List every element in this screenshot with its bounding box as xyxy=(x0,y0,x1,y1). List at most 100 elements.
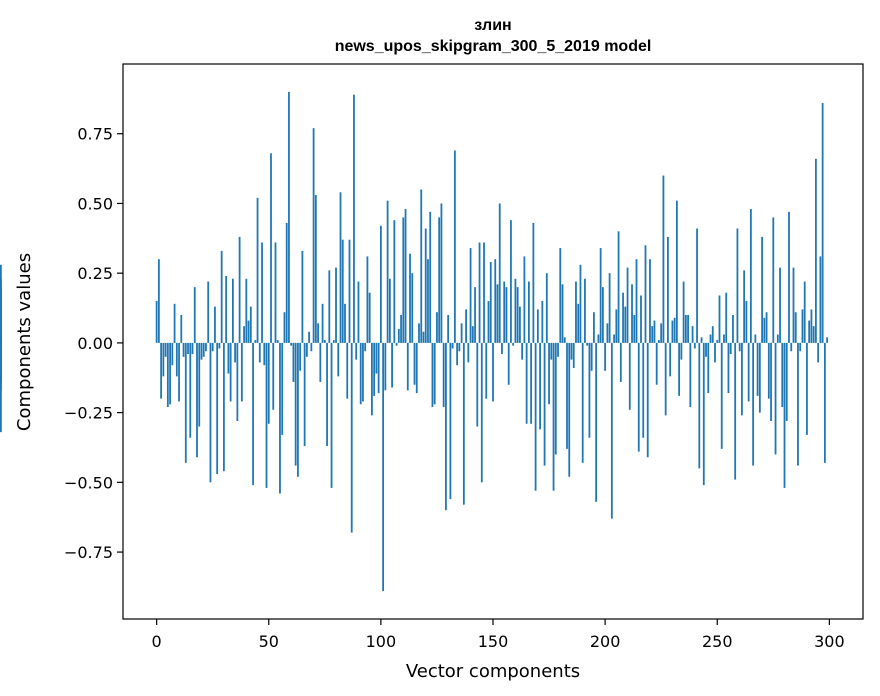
bar-109 xyxy=(400,315,402,343)
bar-256 xyxy=(729,342,732,355)
bar-272 xyxy=(765,312,768,343)
bar-104 xyxy=(388,278,391,343)
bar-126 xyxy=(438,217,441,343)
bar-130 xyxy=(447,315,450,343)
bar-121 xyxy=(427,259,429,343)
bar-148 xyxy=(487,301,490,343)
bar-289 xyxy=(803,281,806,343)
bar-68 xyxy=(308,331,311,343)
bar-293 xyxy=(812,326,815,343)
bar-146 xyxy=(483,242,485,343)
bar-159 xyxy=(512,342,515,346)
bar-77 xyxy=(328,270,331,343)
bar-47 xyxy=(261,242,263,343)
bar-274 xyxy=(770,342,772,421)
bar-244 xyxy=(702,342,705,486)
bar-48 xyxy=(263,342,266,366)
bar-164 xyxy=(523,256,526,343)
bar-22 xyxy=(205,342,207,352)
bar-90 xyxy=(357,281,360,343)
bar-43 xyxy=(252,342,254,486)
bar-143 xyxy=(476,342,479,427)
bar-160 xyxy=(514,278,517,343)
y-tick-label-1: −0.50 xyxy=(64,473,113,492)
bar-195 xyxy=(593,312,595,343)
bar-292 xyxy=(810,309,813,343)
bar-96 xyxy=(371,342,373,416)
bar-44 xyxy=(254,340,257,343)
bar-140 xyxy=(469,248,472,343)
bar-78 xyxy=(330,342,333,488)
bar-257 xyxy=(732,315,734,343)
bar-229 xyxy=(669,342,672,377)
x-tick-label-300: 300 xyxy=(814,632,845,651)
x-tick-label-200: 200 xyxy=(590,632,621,651)
bar-252 xyxy=(720,342,723,449)
bar-127 xyxy=(440,203,443,343)
bar-233 xyxy=(678,342,681,396)
bar-134 xyxy=(456,342,459,366)
bar-156 xyxy=(505,287,508,343)
bar-135 xyxy=(458,342,461,352)
bar-183 xyxy=(566,342,568,449)
bar-87 xyxy=(350,342,353,533)
bar-222 xyxy=(653,320,656,343)
bar-246 xyxy=(707,342,710,394)
bar-208 xyxy=(622,292,624,343)
bar-184 xyxy=(568,342,571,477)
bar-193 xyxy=(588,342,591,438)
bar-1 xyxy=(157,259,160,343)
bar-65 xyxy=(301,250,304,343)
bar-235 xyxy=(682,281,685,343)
bar-297 xyxy=(821,103,824,343)
bar-242 xyxy=(698,342,701,469)
bar-254 xyxy=(725,292,728,343)
bar-37 xyxy=(238,236,241,343)
bar-237 xyxy=(687,315,689,343)
bar-118 xyxy=(420,189,423,343)
bar-295 xyxy=(817,342,820,363)
bar-100 xyxy=(379,225,382,343)
bar-214 xyxy=(635,259,638,343)
bar-180 xyxy=(559,248,562,343)
bar-278 xyxy=(779,267,781,343)
bar-299 xyxy=(826,337,829,343)
bar-51 xyxy=(270,153,272,343)
plot-frame xyxy=(122,63,864,620)
bar-101 xyxy=(382,342,385,592)
bar-201 xyxy=(606,323,609,343)
bar-225 xyxy=(660,323,663,343)
bar-185 xyxy=(570,342,573,360)
bar-14 xyxy=(187,342,189,355)
bar-107 xyxy=(395,342,398,346)
y-tick-label-3: 0.00 xyxy=(77,334,113,353)
bar-34 xyxy=(231,278,234,343)
bar-176 xyxy=(550,342,553,360)
bar-263 xyxy=(745,301,748,343)
bar-63 xyxy=(297,342,299,477)
bar-267 xyxy=(754,334,757,343)
y-tick-label-2: −0.25 xyxy=(64,404,113,423)
bar-15 xyxy=(189,342,192,438)
bar-194 xyxy=(590,342,593,371)
bar-271 xyxy=(763,317,766,343)
bar-149 xyxy=(489,262,492,343)
bar-119 xyxy=(422,331,425,343)
bar-226 xyxy=(662,175,665,343)
bar-11 xyxy=(180,315,183,343)
bar-166 xyxy=(527,281,530,343)
bar-129 xyxy=(445,342,447,511)
bar-152 xyxy=(496,284,499,343)
bar-19 xyxy=(198,342,201,427)
bar-163 xyxy=(521,342,524,360)
bar-221 xyxy=(651,326,654,343)
bar-86 xyxy=(348,239,351,343)
bar-12 xyxy=(182,342,185,357)
bar-258 xyxy=(734,342,737,480)
bar-105 xyxy=(391,342,393,388)
bar-145 xyxy=(480,342,483,483)
bar-35 xyxy=(234,342,237,363)
bar-60 xyxy=(290,342,293,346)
bar-0 xyxy=(155,301,158,343)
bar-53 xyxy=(274,242,277,343)
